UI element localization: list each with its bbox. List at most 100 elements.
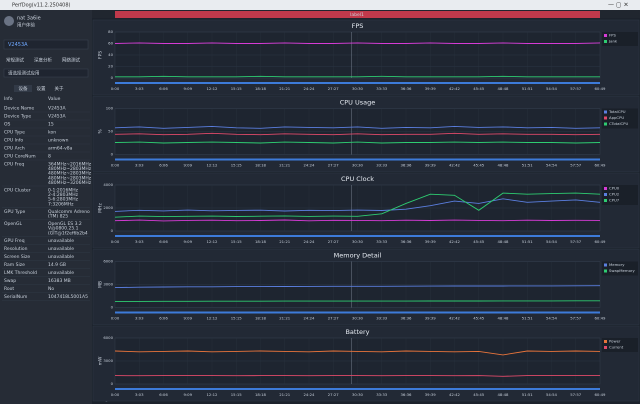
x-tick-label: 9:09: [183, 239, 192, 244]
legend-swatch[interactable]: [604, 193, 607, 196]
row-value: unavailable: [48, 246, 74, 252]
x-tick-label: 18:18: [255, 86, 267, 91]
x-tick-label: 18:18: [255, 392, 267, 397]
mode-tab[interactable]: 深度分析: [34, 57, 52, 64]
legend-swatch[interactable]: [604, 340, 607, 343]
legend-swatch[interactable]: [604, 269, 607, 273]
table-header: Value: [48, 96, 61, 102]
x-tick-label: 9:09: [183, 316, 192, 321]
device-select[interactable]: [3, 39, 89, 50]
row-value: unavailable: [48, 254, 74, 260]
timeline-slider[interactable]: [115, 388, 600, 390]
x-tick-label: 12:12: [207, 86, 219, 91]
y-tick-label: 40: [108, 52, 113, 57]
legend-label: CTotalCPU: [609, 121, 628, 126]
row-value: arm64-v8a: [48, 146, 73, 152]
row-label: Resolution: [4, 246, 28, 252]
row-value: 1047418L5001A5: [48, 294, 88, 300]
x-tick-label: 42:42: [449, 316, 461, 321]
legend-swatch[interactable]: [604, 187, 607, 190]
x-tick-label: 3:03: [135, 163, 144, 168]
legend-label: Current: [609, 345, 624, 350]
legend-swatch[interactable]: [604, 40, 607, 43]
x-tick-label: 45:45: [473, 163, 485, 168]
x-tick-label: 60:49: [595, 239, 607, 244]
y-axis-label: MB: [98, 281, 104, 288]
x-tick-label: 27:27: [328, 163, 340, 168]
x-tick-label: 60:49: [595, 86, 607, 91]
x-tick-label: 51:51: [522, 86, 534, 91]
legend-swatch[interactable]: [604, 122, 607, 126]
legend-label: SwapMemory: [609, 268, 635, 273]
row-label: CPU Type: [4, 130, 25, 136]
row-value: unknown: [48, 138, 69, 144]
mode-tab[interactable]: 常规测试: [6, 57, 24, 64]
y-tick-label: 2000: [103, 205, 113, 210]
row-label: Root: [4, 286, 14, 292]
timeline-slider[interactable]: [115, 235, 600, 237]
mode-tab[interactable]: 网络测试: [62, 57, 80, 64]
x-tick-label: 45:45: [473, 239, 485, 244]
legend-label: Jank: [608, 39, 618, 44]
x-tick-label: 57:57: [570, 163, 582, 168]
x-tick-label: 30:30: [352, 86, 364, 91]
row-label: CPU Cluster: [4, 188, 31, 194]
x-tick-label: 9:09: [183, 163, 192, 168]
legend-swatch[interactable]: [604, 110, 607, 114]
x-tick-label: 48:48: [498, 392, 510, 397]
row-value: V2453A: [48, 114, 67, 120]
x-tick-label: 6:06: [159, 163, 168, 168]
row-value: unavailable: [48, 270, 74, 276]
y-tick-label: 100: [106, 106, 114, 111]
active-tab[interactable]: [115, 11, 600, 18]
legend-swatch[interactable]: [604, 199, 607, 202]
x-tick-label: 3:03: [135, 239, 144, 244]
x-tick-label: 39:39: [425, 239, 437, 244]
row-label: SerialNum: [4, 294, 27, 300]
info-tab[interactable]: 设置: [37, 85, 46, 92]
x-tick-label: 6:06: [159, 86, 168, 91]
x-tick-label: 18:18: [255, 316, 267, 321]
x-tick-label: 21:21: [279, 239, 291, 244]
y-axis-label: FPS: [98, 51, 104, 59]
timeline-slider[interactable]: [115, 82, 600, 84]
timeline-slider[interactable]: [115, 158, 600, 161]
info-tab[interactable]: 关于: [55, 85, 64, 92]
row-value: 2-4:2803MHz: [48, 192, 79, 198]
chart-title: Memory Detail: [334, 252, 382, 260]
row-value: 364MHz~2016MHz: [48, 162, 92, 168]
x-tick-label: 57:57: [570, 86, 582, 91]
x-tick-label: 24:24: [304, 239, 316, 244]
legend-swatch[interactable]: [604, 116, 607, 120]
x-tick-label: 48:48: [498, 239, 510, 244]
row-value: 480MHz~3206MHz: [48, 180, 92, 186]
avatar: [4, 16, 14, 26]
x-tick-label: 48:48: [498, 86, 510, 91]
row-value: kon: [48, 130, 56, 136]
row-value: V@0800.25.1: [48, 226, 79, 232]
legend-swatch[interactable]: [604, 346, 607, 349]
x-tick-label: 51:51: [522, 163, 534, 168]
x-tick-label: 6:06: [159, 316, 168, 321]
legend-swatch[interactable]: [604, 34, 607, 37]
x-tick-label: 42:42: [449, 392, 461, 397]
series-line: [114, 219, 601, 222]
x-tick-label: 39:39: [425, 163, 437, 168]
y-tick-label: 3000: [103, 282, 113, 287]
row-value: No: [48, 286, 54, 292]
timeline-slider[interactable]: [115, 311, 600, 314]
y-tick-label: 0: [111, 75, 114, 80]
info-tab[interactable]: 设备: [19, 85, 28, 92]
legend-label: FPS: [609, 33, 616, 38]
chart-title: CPU Usage: [340, 99, 376, 107]
x-tick-label: 39:39: [425, 392, 437, 397]
x-tick-label: 36:36: [401, 392, 413, 397]
x-tick-label: 51:51: [522, 392, 534, 397]
x-tick-label: 36:36: [401, 163, 413, 168]
legend-swatch[interactable]: [604, 263, 607, 267]
window-controls[interactable]: — ▢ ✕: [608, 2, 629, 9]
row-value: OpenGL ES 3.2: [48, 221, 82, 227]
app-select[interactable]: [3, 68, 89, 78]
x-tick-label: 33:33: [376, 86, 388, 91]
